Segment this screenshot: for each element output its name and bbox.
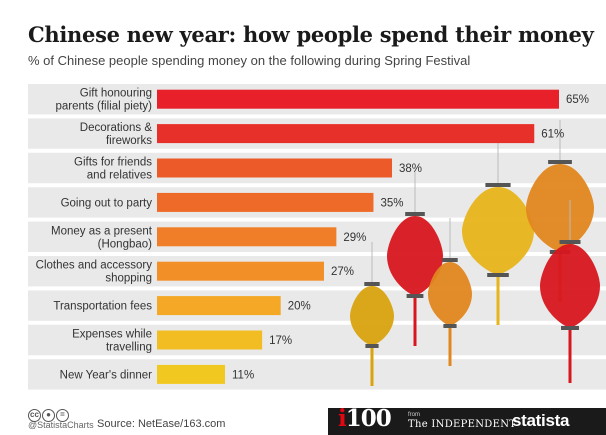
row-bands: [28, 84, 606, 390]
value-label: 27%: [331, 266, 354, 278]
value-label: 17%: [269, 335, 292, 347]
bar: [157, 192, 374, 212]
i100-logo: i100: [338, 405, 392, 432]
category-label: and relatives: [87, 170, 152, 182]
row-band: [28, 359, 606, 390]
bar: [157, 296, 281, 316]
row-band: [28, 290, 606, 321]
bar: [157, 227, 337, 247]
category-label: Decorations &: [80, 122, 153, 134]
category-label: Money as a present: [51, 225, 153, 237]
value-label: 38%: [399, 163, 422, 175]
value-label: 61%: [541, 129, 564, 141]
value-label: 35%: [380, 197, 403, 209]
category-label: Clothes and accessory: [36, 260, 153, 272]
from-label: from: [408, 412, 420, 418]
category-label: fireworks: [106, 135, 152, 147]
value-labels: 65% 61% 38% 35% 29% 27% 20% 17% 11%: [232, 94, 589, 381]
independent-logo: The INDEPENDENT: [408, 419, 517, 430]
category-label: New Year's dinner: [60, 369, 153, 381]
chart-subtitle: % of Chinese people spending money on th…: [28, 53, 471, 68]
lantern: [462, 143, 534, 325]
category-label: travelling: [106, 342, 152, 354]
lantern: [540, 200, 600, 383]
category-label: Gifts for friends: [74, 157, 152, 169]
category-label: Gift honouring: [80, 88, 152, 100]
value-label: 29%: [343, 232, 366, 244]
nd-icon: =: [56, 409, 69, 422]
category-label: parents (filial piety): [55, 101, 152, 113]
twitter-handle: @StatistaCharts: [28, 420, 94, 430]
statista-logo: statista: [512, 411, 570, 430]
category-label: Expenses while: [72, 329, 152, 341]
lantern: [428, 218, 472, 366]
bar: [157, 330, 263, 350]
bar: [157, 89, 559, 109]
row-band: [28, 324, 606, 356]
category-label: Transportation fees: [53, 301, 152, 313]
category-label: shopping: [105, 273, 152, 285]
category-label: (Hongbao): [98, 238, 153, 250]
lantern-decoration-front: [350, 120, 600, 386]
chart-title: Chinese new year: how people spend their…: [28, 22, 594, 47]
lantern: [387, 172, 443, 346]
value-label: 20%: [288, 301, 311, 313]
category-label: Going out to party: [61, 197, 153, 209]
footer: [0, 398, 606, 435]
bar: [157, 364, 226, 384]
by-icon: ●: [42, 409, 55, 422]
bar: [157, 158, 393, 178]
lantern: [350, 242, 394, 386]
value-label: 65%: [566, 94, 589, 106]
value-label: 11%: [232, 369, 254, 381]
cc-icon: cc: [28, 409, 41, 422]
bars: [157, 89, 559, 384]
bar: [157, 261, 324, 281]
license-icons: cc ● =: [28, 404, 70, 422]
source-note: Source: NetEase/163.com: [97, 418, 226, 430]
footer-brand-strip: [328, 408, 606, 435]
bar: [157, 124, 535, 144]
